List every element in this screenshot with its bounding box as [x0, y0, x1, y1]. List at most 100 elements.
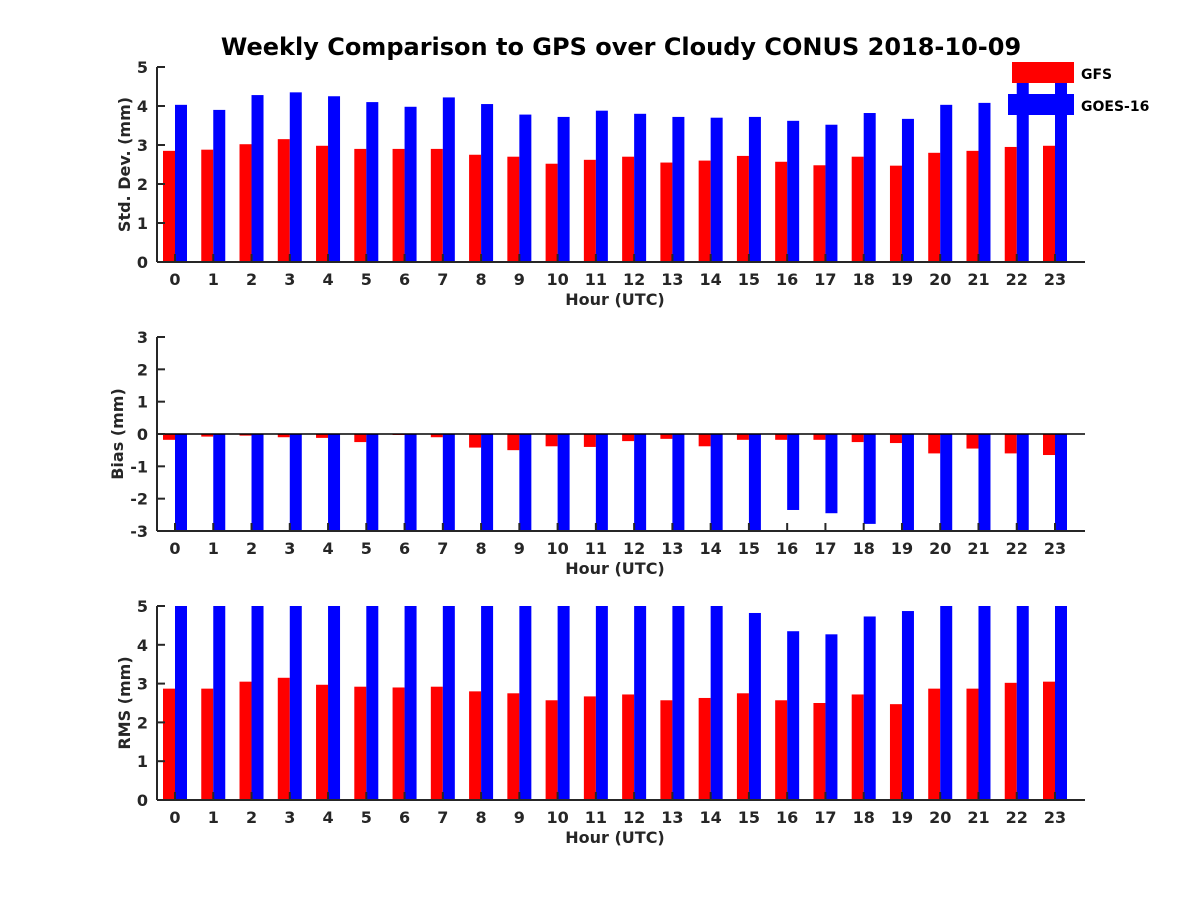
- goes-16-bar-hour-0: [175, 434, 187, 531]
- x-tick-label: 19: [891, 539, 913, 558]
- x-tick-label: 11: [585, 808, 607, 827]
- x-tick-label: 13: [661, 270, 683, 289]
- y-tick-label: 1: [137, 393, 148, 412]
- gfs-bar-hour-21: [966, 150, 979, 262]
- gfs-bar-hour-1: [201, 434, 214, 437]
- x-tick-label: 4: [322, 539, 333, 558]
- gfs-bar-hour-9: [507, 693, 520, 800]
- gfs-bar-hour-14: [698, 434, 711, 447]
- x-axis-label: Hour (UTC): [565, 559, 665, 578]
- y-tick-label: 3: [137, 675, 148, 694]
- gfs-bar-hour-10: [545, 700, 558, 800]
- gfs-bar-hour-5: [354, 148, 367, 262]
- gfs-bar-hour-12: [622, 156, 635, 262]
- goes-16-bar-hour-9: [519, 114, 532, 262]
- gfs-bar-hour-17: [813, 165, 826, 262]
- y-tick-label: -2: [130, 490, 148, 509]
- goes-16-bar-hour-17: [825, 634, 838, 800]
- y-tick-label: 5: [137, 597, 148, 616]
- gfs-bar-hour-2: [239, 434, 252, 436]
- goes-16-bar-hour-22: [1016, 434, 1029, 531]
- goes-16-bar-hour-1: [213, 109, 226, 263]
- goes-16-bar-hour-5: [366, 434, 379, 531]
- x-tick-label: 12: [623, 808, 645, 827]
- gfs-bar-hour-18: [851, 694, 864, 800]
- gfs-bar-hour-14: [698, 697, 711, 800]
- goes-16-bar-hour-8: [481, 606, 494, 800]
- gfs-bar-hour-7: [430, 148, 443, 262]
- gfs-bar-hour-21: [966, 434, 979, 449]
- x-tick-label: 7: [437, 539, 448, 558]
- x-tick-label: 16: [776, 539, 798, 558]
- goes-16-bar-hour-13: [672, 116, 685, 262]
- goes-16-bar-hour-4: [328, 96, 341, 262]
- goes-16-bar-hour-5: [366, 102, 379, 262]
- goes-16-bar-hour-21: [978, 434, 991, 531]
- chart-title: Weekly Comparison to GPS over Cloudy CON…: [221, 33, 1021, 61]
- gfs-bar-hour-18: [851, 434, 864, 443]
- gfs-bar-hour-16: [775, 434, 788, 440]
- goes-16-bar-hour-10: [557, 434, 570, 531]
- goes-16-bar-hour-16: [787, 434, 800, 510]
- goes-16-bar-hour-8: [481, 434, 494, 531]
- goes-16-bar-hour-7: [442, 434, 455, 531]
- gfs-bar-hour-1: [201, 149, 214, 262]
- goes-16-bar-hour-2: [251, 606, 264, 800]
- x-tick-label: 22: [1006, 270, 1028, 289]
- x-tick-label: 20: [929, 808, 951, 827]
- y-tick-label: 3: [137, 328, 148, 347]
- goes-16-bar-hour-4: [328, 606, 341, 800]
- gfs-bar-hour-17: [813, 703, 826, 800]
- x-tick-label: 4: [322, 270, 333, 289]
- y-tick-label: 2: [137, 360, 148, 379]
- gfs-bar-hour-3: [277, 434, 290, 438]
- x-tick-label: 6: [399, 808, 410, 827]
- goes-16-bar-hour-0: [175, 606, 187, 800]
- y-tick-label: 4: [137, 97, 148, 116]
- goes-16-bar-hour-18: [863, 113, 876, 263]
- gfs-bar-hour-13: [660, 700, 673, 800]
- x-tick-label: 1: [208, 808, 219, 827]
- gfs-bar-hour-18: [851, 156, 864, 262]
- gfs-bar-hour-7: [430, 434, 443, 438]
- gfs-bar-hour-7: [430, 686, 443, 800]
- x-tick-label: 9: [514, 539, 525, 558]
- gfs-bar-hour-4: [316, 684, 329, 800]
- gfs-bar-hour-6: [392, 687, 405, 800]
- y-tick-label: 1: [137, 752, 148, 771]
- x-tick-label: 12: [623, 539, 645, 558]
- goes-16-bar-hour-12: [634, 434, 647, 531]
- gfs-bar-hour-14: [698, 160, 711, 262]
- gfs-bar-hour-1: [201, 688, 214, 800]
- gfs-bar-hour-2: [239, 681, 252, 800]
- x-tick-label: 3: [284, 270, 295, 289]
- goes-16-bar-hour-2: [251, 434, 264, 531]
- x-tick-label: 16: [776, 270, 798, 289]
- x-tick-label: 4: [322, 808, 333, 827]
- gfs-bar-hour-10: [545, 163, 558, 262]
- x-tick-label: 21: [967, 539, 989, 558]
- gfs-bar-hour-21: [966, 688, 979, 800]
- goes-16-bar-hour-19: [901, 611, 914, 800]
- gfs-bar-hour-4: [316, 145, 329, 262]
- gfs-bar-hour-13: [660, 434, 673, 439]
- gfs-bar-hour-19: [889, 434, 902, 444]
- goes-16-bar-hour-11: [595, 434, 608, 531]
- x-tick-label: 22: [1006, 808, 1028, 827]
- x-tick-label: 16: [776, 808, 798, 827]
- x-tick-label: 20: [929, 539, 951, 558]
- x-tick-label: 19: [891, 808, 913, 827]
- goes-16-bar-hour-8: [481, 104, 494, 262]
- goes-16-bar-hour-20: [940, 104, 953, 262]
- gfs-legend-swatch: [1012, 62, 1074, 83]
- x-tick-label: 1: [208, 270, 219, 289]
- gfs-bar-hour-15: [736, 693, 749, 800]
- y-tick-label: 0: [137, 425, 148, 444]
- goes-16-bar-hour-17: [825, 434, 838, 514]
- gfs-bar-hour-6: [392, 148, 405, 262]
- x-tick-label: 0: [169, 808, 180, 827]
- goes-16-bar-hour-21: [978, 102, 991, 262]
- gfs-bar-hour-12: [622, 694, 635, 800]
- goes-16-bar-hour-6: [404, 106, 417, 262]
